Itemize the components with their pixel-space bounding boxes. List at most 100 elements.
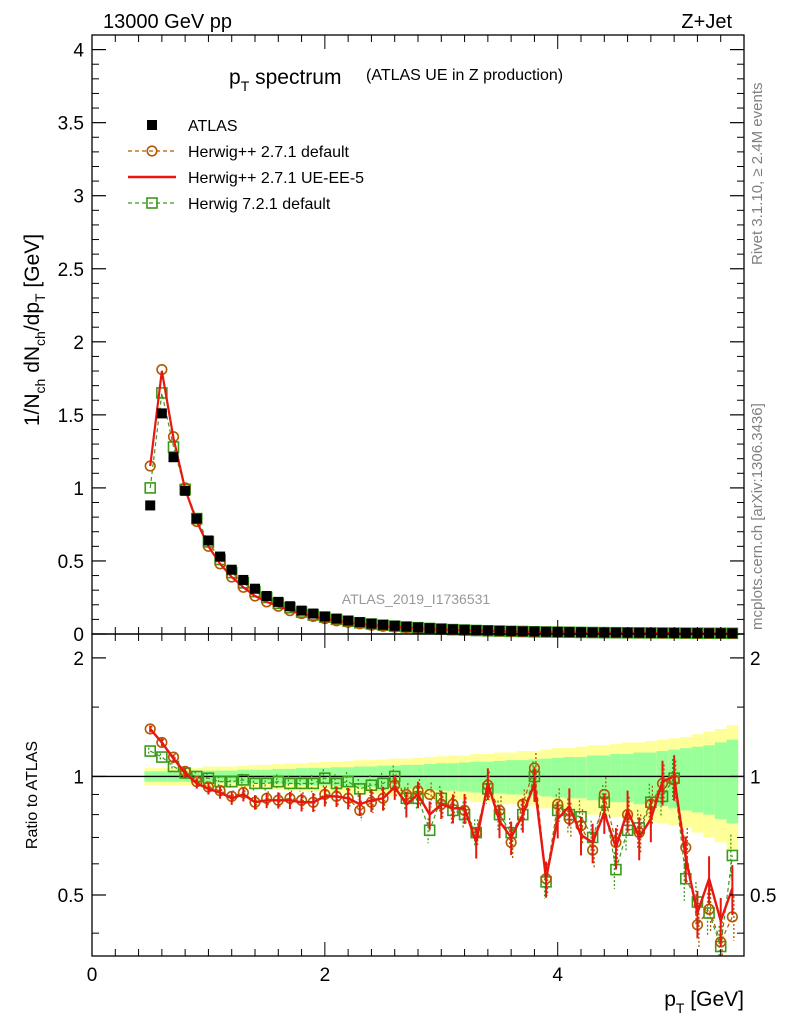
point-atlas [226,564,237,575]
ratio-band-green [610,754,622,803]
x-tick-label: 0 [87,965,98,986]
ratio-point-herwig7 [726,849,739,862]
point-atlas [727,628,738,639]
x-tick-label: 4 [552,965,563,986]
point-atlas [238,574,249,585]
point-atlas [471,625,482,636]
point-atlas [273,596,284,607]
legend-marker-atlas [147,120,157,130]
upper-y-tick-label: 2 [73,333,84,354]
point-atlas [704,628,715,639]
upper-y-tick-label: 1.5 [58,406,84,427]
legend-marker-herwig-default [146,145,158,157]
ratio-point-herwig-default [424,788,436,801]
lower-y-tick-label-left: 1 [73,767,84,788]
ratio-band-green [621,754,634,803]
ratio-point-herwig-default [156,736,168,749]
point-atlas [657,627,668,638]
header-energy-label: 13000 GeV pp [103,11,232,33]
point-atlas [564,627,575,638]
lower-y-tick-label-right: 0.5 [750,886,776,907]
point-atlas [203,535,214,546]
point-atlas [343,615,354,626]
ratio-point-herwig7 [237,774,250,786]
legend-label: Herwig++ 2.7.1 default [188,144,350,161]
point-atlas [424,623,435,634]
ratio-point-herwig7 [284,777,296,790]
point-atlas [634,627,645,638]
ratio-point-herwig7 [703,907,715,919]
point-atlas [610,627,621,638]
ratio-band-green [633,752,646,805]
point-atlas [494,625,505,636]
analysis-tag: ATLAS_2019_I1736531 [342,591,491,607]
point-atlas [284,601,295,612]
legend: ATLAS Herwig++ 2.7.1 default Herwig++ 2.7.… [128,118,364,213]
point-atlas [401,621,412,632]
ratio-point-herwig7 [295,777,308,790]
upper-y-axis-label: 1/Nch dNch/dpT [GeV] [21,234,48,426]
ratio-point-herwig7 [272,775,285,788]
ratio-band-green [703,745,715,815]
ratio-point-herwig7 [156,751,168,763]
header-process-label: Z+Jet [681,11,732,33]
lower-data-marks [144,723,739,956]
point-atlas [168,452,179,463]
ratio-band-green [540,758,552,797]
point-atlas [319,611,330,622]
point-atlas [389,620,400,631]
lower-y-tick-label-left: 0.5 [58,886,84,907]
ratio-band-green [505,760,517,795]
rivet-version-label: Rivet 3.1.10, ≥ 2.4M events [749,83,766,266]
upper-y-tick-label: 1 [73,479,84,500]
upper-y-tick-label: 4 [73,41,84,62]
x-axis-label: pT [GeV] [664,988,744,1016]
point-atlas [156,408,167,419]
legend-label: Herwig 7.2.1 default [188,196,331,213]
point-atlas [378,619,389,630]
point-atlas [296,605,307,616]
lower-y-tick-label-right: 1 [750,767,761,788]
upper-y-tick-label: 0.5 [58,552,84,573]
point-atlas [308,608,319,619]
point-atlas [354,617,365,628]
point-atlas [261,591,272,602]
upper-y-tick-label: 2.5 [58,260,84,281]
x-tick-label: 2 [320,965,331,986]
ratio-band-green [551,757,564,798]
point-atlas [447,624,458,635]
ratio-band-green [516,760,529,795]
lower-y-tick-label-left: 2 [73,649,84,670]
ratio-point-herwig-default [144,723,156,735]
point-atlas [250,583,260,594]
point-atlas [517,626,528,637]
point-atlas [191,513,202,524]
upper-y-tick-label: 3 [73,187,84,208]
point-atlas [587,627,598,638]
ratio-band-green [714,742,727,819]
ratio-band-green [691,746,704,813]
upper-y-tick-label: 3.5 [58,114,84,135]
ratio-point-herwig7 [144,745,157,757]
lower-axes: 0 2 4 0.5 0.5 1 1 2 2 [58,633,776,986]
point-herwig7 [156,387,168,399]
ratio-band-green [679,748,692,811]
mcplots-source-label: mcplots.cern.ch [arXiv:1306.3436] [749,403,766,630]
ratio-band-green [493,760,506,794]
point-atlas [366,618,377,629]
ratio-band-green [598,755,611,801]
ratio-point-herwig7 [307,777,320,790]
ratio-point-herwig7 [202,772,215,784]
point-atlas [145,500,156,511]
upper-axes: 0 0.5 1 1.5 2 2.5 3 3.5 4 [58,34,745,646]
point-atlas [541,626,552,637]
point-atlas [680,628,691,639]
point-atlas [215,551,226,562]
lower-y-tick-label-right: 2 [750,649,761,670]
ratio-point-herwig7 [225,775,238,788]
ratio-point-herwig7 [260,777,273,790]
ratio-point-herwig7 [249,777,261,790]
legend-label: Herwig++ 2.7.1 UE-EE-5 [188,170,364,187]
upper-y-tick-label: 0 [73,625,84,646]
